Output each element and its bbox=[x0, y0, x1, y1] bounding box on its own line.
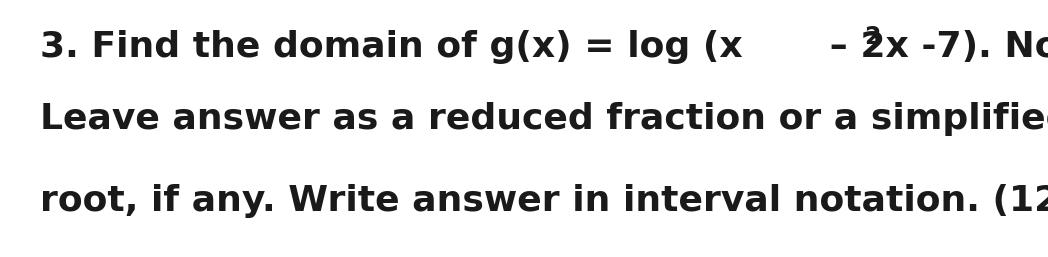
Text: 2: 2 bbox=[865, 25, 881, 49]
Text: – 2x -7). No decimals!: – 2x -7). No decimals! bbox=[817, 30, 1048, 63]
Text: Leave answer as a reduced fraction or a simplified square: Leave answer as a reduced fraction or a … bbox=[40, 102, 1048, 135]
Text: root, if any. Write answer in interval notation. (12 points): root, if any. Write answer in interval n… bbox=[40, 184, 1048, 218]
Text: 3. Find the domain of g(x) = log (x: 3. Find the domain of g(x) = log (x bbox=[40, 30, 742, 63]
